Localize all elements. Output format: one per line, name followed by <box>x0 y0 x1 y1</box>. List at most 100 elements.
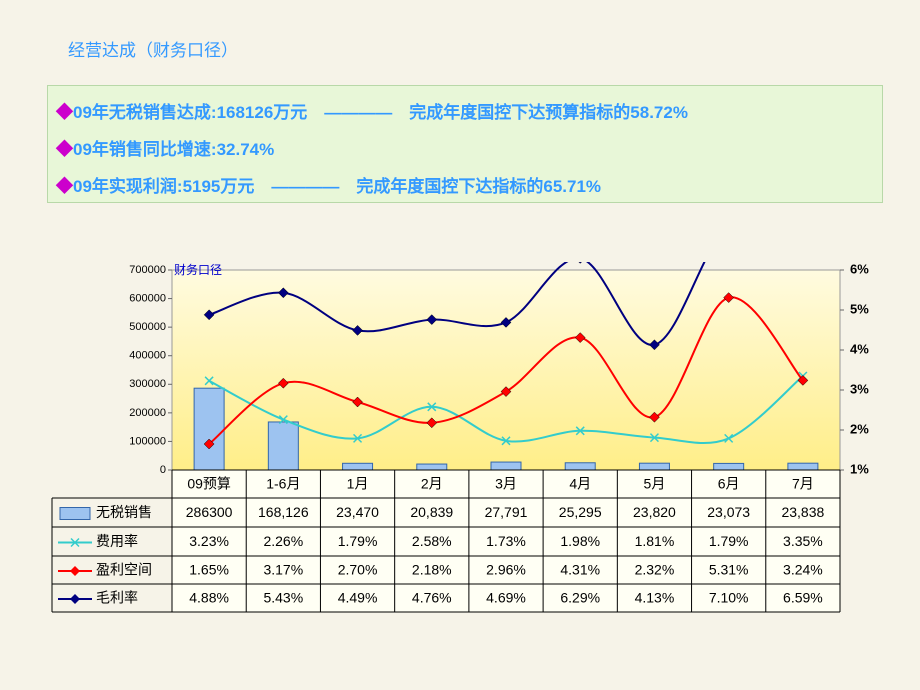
marker <box>500 386 512 397</box>
y-tick-label: 700000 <box>129 264 166 276</box>
marker <box>352 325 363 336</box>
table-value: 3.35% <box>783 533 823 549</box>
bullet-text: 09年无税销售达成:168126万元 ———— 完成年度国控下达预算指标的58.… <box>73 103 688 122</box>
table-value: 7.10% <box>709 590 749 606</box>
bar <box>564 462 596 470</box>
y2-tick-label: 5% <box>850 301 869 316</box>
x-tick-label: 1-6月 <box>266 476 300 492</box>
table-value: 1.65% <box>189 562 229 578</box>
marker <box>427 402 437 412</box>
table-value: 4.69% <box>486 590 526 606</box>
table-value: 4.88% <box>189 590 229 606</box>
bullet-text: 09年销售同比增速:32.74% <box>73 140 275 159</box>
table-value: 2.18% <box>412 562 452 578</box>
series-layer <box>193 221 819 470</box>
x-tick-label: 2月 <box>421 476 443 492</box>
table-value: 23,470 <box>336 504 379 520</box>
y2-tick-label: 4% <box>850 341 869 356</box>
marker <box>203 309 215 321</box>
table-value: 25,295 <box>559 504 602 520</box>
marker <box>277 287 289 299</box>
marker <box>500 317 512 328</box>
bar <box>713 462 745 470</box>
table-value: 4.13% <box>635 590 675 606</box>
table-value: 5.43% <box>263 590 303 606</box>
table-value: 6.59% <box>783 590 823 606</box>
marker <box>724 221 734 231</box>
y2-tick-label: 2% <box>850 421 869 436</box>
chart-annotation: 财务口径 <box>174 262 222 277</box>
marker <box>798 241 808 251</box>
bar <box>342 462 374 470</box>
legend-marker <box>70 537 80 548</box>
x-tick-label: 5月 <box>644 476 666 492</box>
marker <box>353 433 363 443</box>
marker <box>426 314 438 325</box>
table-value: 1.73% <box>486 533 526 549</box>
table-value: 286300 <box>186 504 233 520</box>
x-tick-label: 7月 <box>792 476 814 492</box>
table-value: 2.70% <box>338 562 378 578</box>
table-value: 3.17% <box>263 562 303 578</box>
bullet: ◆09年销售同比增速:32.74% <box>56 140 275 159</box>
bar <box>193 387 225 470</box>
legend-swatch <box>59 507 91 520</box>
marker <box>278 415 288 425</box>
marker <box>501 436 511 446</box>
table-value: 3.23% <box>189 533 229 549</box>
table-value: 20,839 <box>410 504 453 520</box>
y-tick-label: 0 <box>160 464 166 476</box>
y-tick-label: 500000 <box>129 321 166 333</box>
y2-tick-label: 1% <box>850 461 869 476</box>
marker <box>649 339 660 351</box>
y-tick-label: 400000 <box>129 350 166 362</box>
table-value: 5.31% <box>709 562 749 578</box>
bar <box>416 463 448 470</box>
bullet: ◆09年无税销售达成:168126万元 ———— 完成年度国控下达预算指标的58… <box>56 103 688 122</box>
table-value: 6.29% <box>560 590 600 606</box>
bar <box>638 462 670 470</box>
x-tick-label: 3月 <box>495 476 517 492</box>
marker <box>277 377 289 389</box>
marker <box>723 292 735 303</box>
table-value: 23,820 <box>633 504 676 520</box>
x-tick-label: 09预算 <box>187 476 231 492</box>
marker <box>797 375 809 386</box>
table-value: 2.32% <box>635 562 675 578</box>
table-value: 168,126 <box>258 504 309 520</box>
marker <box>204 376 214 386</box>
table-value: 4.31% <box>560 562 600 578</box>
table-bg <box>172 470 840 612</box>
y2-tick-label: 3% <box>850 381 869 396</box>
x-tick-label: 4月 <box>569 476 591 492</box>
marker <box>426 417 438 429</box>
marker <box>649 433 659 443</box>
legend-label: 费用率 <box>96 533 138 549</box>
bar <box>787 462 819 470</box>
legend-label: 盈利空间 <box>96 562 152 578</box>
marker <box>724 433 734 443</box>
table-value: 2.58% <box>412 533 452 549</box>
legend-label: 毛利率 <box>96 590 138 606</box>
y2-tick-label: 6% <box>850 261 869 276</box>
marker <box>575 426 585 436</box>
table-value: 3.24% <box>783 562 823 578</box>
y-tick-label: 600000 <box>129 292 166 304</box>
y-tick-label: 300000 <box>129 378 166 390</box>
y-tick-label: 200000 <box>129 407 166 419</box>
slide-title: 经营达成（财务口径） <box>68 41 238 60</box>
legend-marker <box>70 566 80 576</box>
marker <box>578 262 582 264</box>
table-value: 4.76% <box>412 590 452 606</box>
table-value: 1.79% <box>338 533 378 549</box>
marker <box>649 411 660 423</box>
table-value: 23,073 <box>707 504 750 520</box>
bar <box>267 421 299 470</box>
table-value: 1.81% <box>635 533 675 549</box>
marker <box>203 438 215 450</box>
table-value: 1.98% <box>560 533 600 549</box>
y-tick-label: 100000 <box>129 435 166 447</box>
bullet-text: 09年实现利润:5195万元 ———— 完成年度国控下达指标的65.71% <box>73 177 602 196</box>
